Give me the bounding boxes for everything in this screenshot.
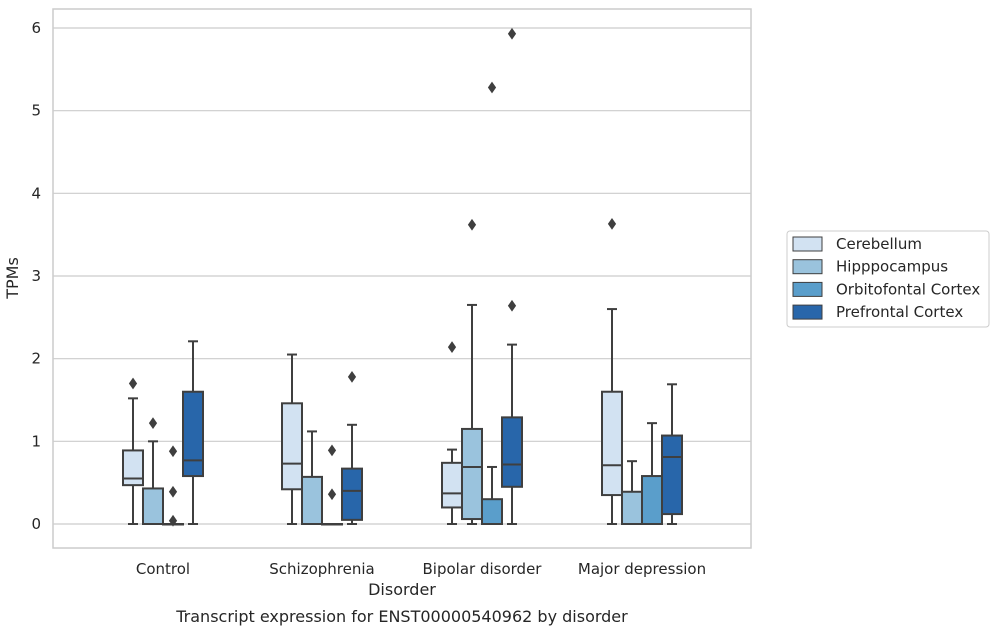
legend-frame: [786, 230, 990, 328]
box-prefrontal-cortex: [501, 27, 523, 525]
iqr-box: [621, 490, 643, 526]
legend-swatch: [792, 304, 823, 320]
box-orbitofontal-cortex: [481, 81, 503, 526]
iqr-box: [461, 427, 483, 521]
iqr-box: [501, 416, 523, 488]
legend-swatch: [792, 281, 823, 297]
iqr-box: [341, 467, 363, 521]
x-axis-label: Disorder: [368, 580, 436, 599]
box-cerebellum: [281, 353, 303, 525]
plot-frame: [52, 8, 752, 549]
iqr-box: [182, 390, 204, 478]
box-hipppocampus: [301, 430, 323, 526]
outlier-point: [168, 514, 178, 527]
iqr-box: [122, 449, 144, 487]
box-layer: [122, 27, 683, 527]
box-cerebellum: [122, 377, 144, 525]
outlier-point: [467, 218, 477, 231]
outlier-point: [168, 485, 178, 498]
box-orbitofontal-cortex: [641, 422, 663, 526]
y-tick-label: 4: [31, 184, 41, 202]
legend-label: Cerebellum: [836, 235, 922, 253]
x-tick-label: Bipolar disorder: [423, 560, 543, 578]
legend: Cerebellum Hipppocampus Orbitofontal Corte…: [786, 230, 990, 328]
outlier-point: [607, 218, 617, 230]
box-prefrontal-cortex: [341, 370, 363, 525]
outlier-point: [168, 445, 178, 458]
outlier-point: [128, 377, 138, 390]
legend-swatch: [792, 236, 823, 252]
box-prefrontal-cortex: [182, 340, 204, 525]
iqr-box: [481, 498, 503, 526]
legend-label: Hipppocampus: [836, 258, 948, 276]
box-hipppocampus: [621, 460, 643, 526]
y-tick-label: 6: [31, 19, 41, 37]
x-tick-label: Control: [136, 560, 190, 578]
box-hipppocampus: [142, 417, 164, 526]
outlier-point: [487, 81, 497, 94]
iqr-box: [281, 402, 303, 491]
y-tick-label: 0: [31, 515, 41, 533]
grid-layer: [53, 27, 751, 525]
legend-label: Orbitofontal Cortex: [836, 280, 980, 298]
iqr-box: [601, 390, 623, 497]
outlier-point: [507, 299, 517, 312]
outlier-point: [447, 341, 457, 353]
box-orbitofontal-cortex: [162, 445, 184, 527]
box-cerebellum: [441, 341, 463, 525]
y-tick-labels: 0 1 2 3 4 5 6: [31, 19, 41, 533]
iqr-box: [661, 434, 683, 516]
outlier-point: [347, 370, 357, 383]
y-tick-label: 2: [31, 350, 41, 368]
box-orbitofontal-cortex: [321, 444, 343, 526]
box-cerebellum: [601, 218, 623, 525]
legend-label: Prefrontal Cortex: [836, 303, 963, 321]
y-tick-label: 3: [31, 267, 41, 285]
x-tick-labels: Control Schizophrenia Bipolar disorder Majo…: [136, 560, 706, 578]
iqr-box: [142, 487, 164, 526]
iqr-box: [301, 475, 323, 526]
box-hipppocampus: [461, 218, 483, 525]
outlier-point: [148, 417, 158, 430]
y-tick-label: 5: [31, 102, 41, 120]
y-tick-label: 1: [31, 432, 41, 450]
iqr-box: [441, 461, 463, 509]
x-tick-label: Major depression: [578, 560, 706, 578]
outlier-point: [507, 27, 517, 40]
outlier-point: [327, 488, 337, 501]
chart-caption: Transcript expression for ENST0000054096…: [175, 607, 628, 626]
outlier-point: [327, 444, 337, 457]
box-prefrontal-cortex: [661, 383, 683, 525]
x-tick-label: Schizophrenia: [269, 560, 374, 578]
legend-swatch: [792, 259, 823, 275]
y-axis-label: TPMs: [3, 257, 22, 300]
iqr-box: [641, 475, 663, 526]
